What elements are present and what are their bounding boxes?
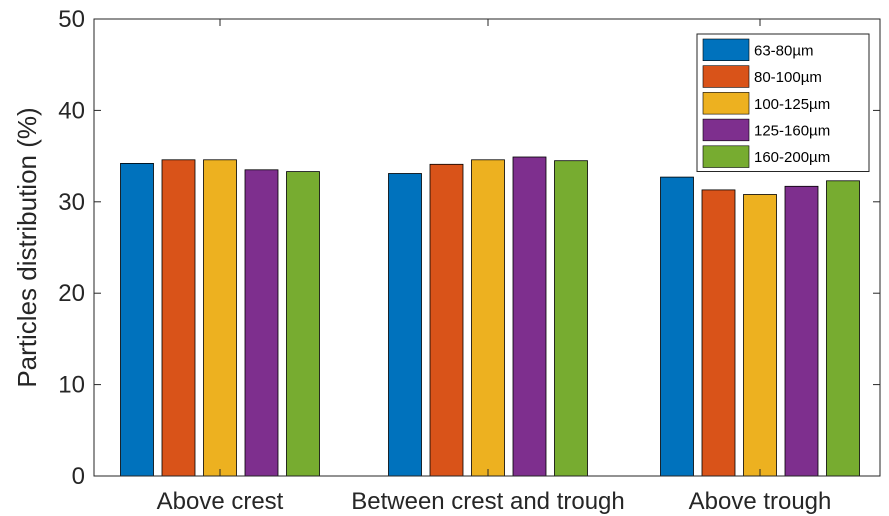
legend-swatch — [702, 145, 750, 168]
bar-between-crest-and-trough-series-3 — [471, 159, 505, 477]
y-axis: 0 10 20 30 40 50 — [58, 6, 880, 490]
y-tick-label: 0 — [72, 463, 85, 490]
legend-label: 80-100µm — [754, 69, 822, 86]
x-tick-label: Between crest and trough — [351, 488, 625, 515]
bar-above-crest-series-1 — [120, 162, 154, 477]
y-tick-label: 40 — [58, 97, 85, 124]
y-tick-label: 10 — [58, 372, 85, 399]
bar-between-crest-and-trough-series-1 — [388, 173, 422, 477]
legend-swatch — [702, 65, 750, 88]
bar-above-trough-series-4 — [784, 185, 819, 477]
bar-between-crest-and-trough-series-2 — [429, 163, 464, 477]
y-axis-label: Particles distribution (%) — [12, 107, 42, 387]
legend-swatch — [702, 118, 750, 142]
bar-above-crest-series-3 — [203, 159, 237, 477]
bar-above-trough-series-5 — [826, 180, 860, 477]
bar-above-trough-series-3 — [743, 194, 777, 477]
legend-label: 63-80µm — [754, 42, 814, 59]
axes-box — [93, 18, 881, 477]
bar-above-trough-series-2 — [701, 189, 736, 477]
legend-label: 160-200µm — [754, 149, 830, 166]
y-tick-label: 20 — [58, 280, 85, 307]
legend: 63-80µm 80-100µm 100-125µm 125-160µm 160-200… — [696, 33, 870, 172]
legend-swatch — [702, 38, 750, 62]
bar-above-crest-series-5 — [286, 171, 320, 477]
legend-label: 125-160µm — [754, 122, 830, 139]
bar-between-crest-and-trough-series-5 — [554, 160, 588, 477]
bar-above-crest-series-2 — [161, 159, 196, 477]
legend-label: 100-125µm — [754, 96, 830, 113]
y-tick-label: 50 — [58, 6, 85, 33]
bar-above-trough-series-1 — [660, 176, 694, 477]
bar-between-crest-and-trough-series-4 — [512, 156, 547, 477]
bars-group — [120, 156, 860, 477]
x-tick-label: Above crest — [157, 488, 284, 515]
bar-above-crest-series-4 — [244, 169, 279, 477]
x-axis: Above crest Between crest and trough Above… — [157, 19, 832, 515]
y-tick-label: 30 — [58, 189, 85, 216]
legend-swatch — [702, 92, 750, 115]
x-tick-label: Above trough — [689, 488, 832, 515]
